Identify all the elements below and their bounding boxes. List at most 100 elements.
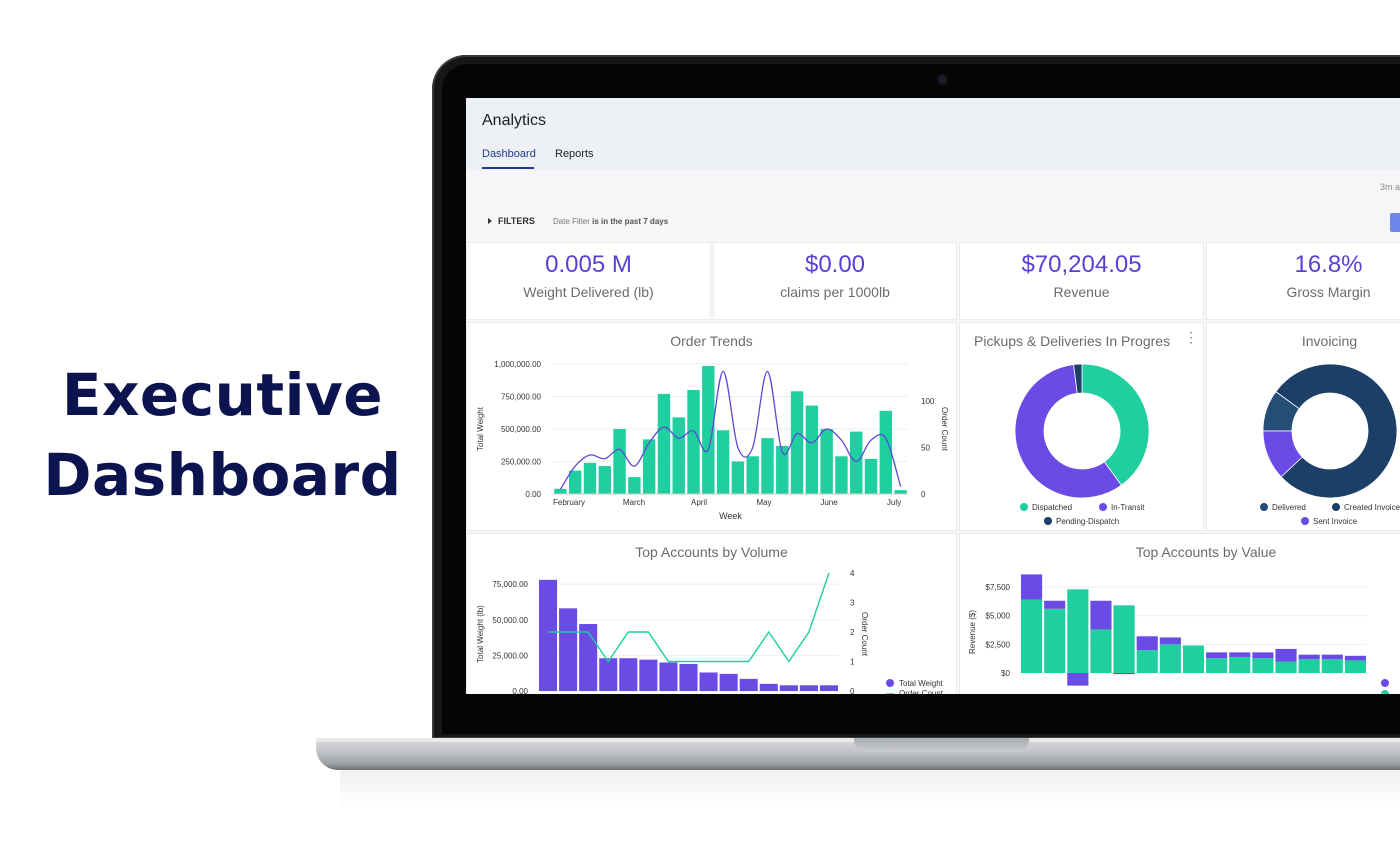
y2-tick-label: 50 xyxy=(921,444,930,453)
value-bar-segment xyxy=(1206,652,1228,659)
app-header: Analytics Dashboard Reports xyxy=(466,98,1400,170)
kpi-value: 0.005 M xyxy=(545,251,632,278)
x-tick-label: February xyxy=(553,498,585,507)
value-bar-segment xyxy=(1275,648,1297,662)
top-volume-card: Top Accounts by Volume 0.00 25,000.00 50,0… xyxy=(466,533,957,694)
run-button[interactable] xyxy=(1390,213,1400,232)
volume-bar xyxy=(779,685,798,691)
legend-swatch xyxy=(886,679,894,687)
y-tick-label: 1,000,000.00 xyxy=(494,360,541,369)
volume-bar xyxy=(559,608,578,691)
y-tick-label: $0 xyxy=(1001,669,1010,678)
app-screen: Analytics Dashboard Reports 3m a FILTERS… xyxy=(466,98,1400,694)
chart-title: Top Accounts by Value xyxy=(1135,544,1277,560)
order-trends-bar xyxy=(879,410,893,494)
order-trends-bar xyxy=(731,461,745,494)
caret-right-icon[interactable] xyxy=(488,218,492,224)
value-bar-segment xyxy=(1298,659,1320,673)
order-trends-bar xyxy=(850,431,863,494)
order-trends-bar xyxy=(776,445,789,494)
order-trends-bar xyxy=(583,462,597,494)
page-title: Analytics xyxy=(482,112,547,129)
x-tick-label: July xyxy=(887,498,901,507)
kpi-card-claims[interactable]: $0.00 claims per 1000lb xyxy=(713,242,957,320)
value-bar-segment xyxy=(1090,629,1112,673)
date-filter-condition: is in the past 7 days xyxy=(592,217,669,226)
legend-swatch xyxy=(1301,517,1309,525)
order-count-line xyxy=(548,572,830,663)
x-tick-label: June xyxy=(820,498,838,507)
invoicing-card: Invoicing Delivered Created Invoice Sent I… xyxy=(1206,322,1400,531)
kpi-value: $0.00 xyxy=(804,251,866,278)
value-bar-segment xyxy=(1321,659,1343,673)
order-trends-bar xyxy=(716,430,730,494)
y2-axis-label: Order Count xyxy=(860,612,869,657)
x-axis-label: Week xyxy=(719,511,742,521)
more-options-icon[interactable]: ⋮ xyxy=(1184,329,1198,345)
volume-bar xyxy=(759,683,778,691)
order-trends-bar xyxy=(761,438,774,494)
order-trends-bar xyxy=(657,393,671,494)
y-tick-label: 500,000.00 xyxy=(501,425,542,434)
order-trends-bar xyxy=(554,488,567,494)
invoicing-slice xyxy=(1262,430,1303,478)
order-trends-bar xyxy=(790,391,804,494)
y-tick-label: 250,000.00 xyxy=(501,458,542,467)
pickups-slice xyxy=(1014,364,1122,499)
y-tick-label: $2,500 xyxy=(986,640,1011,649)
legend-swatch xyxy=(1332,503,1340,511)
top-value-chart: $0 $2,500 $5,000 $7,500 Revenue ($) xyxy=(968,574,1389,694)
volume-bar xyxy=(639,659,658,691)
volume-bar xyxy=(739,678,758,691)
legend-label: Created Invoice xyxy=(1344,503,1400,512)
legend-label: In-Transit xyxy=(1111,503,1145,512)
date-filter-prefix: Date Filter xyxy=(553,217,590,226)
kpi-card-revenue[interactable]: $70,204.05 Revenue xyxy=(959,242,1204,320)
value-bar-segment xyxy=(1044,608,1066,673)
order-trends-bar xyxy=(805,405,819,494)
value-bar-segment xyxy=(1182,645,1205,673)
y-axis-label: Total Weight (lb) xyxy=(476,605,485,663)
order-trends-bar xyxy=(628,477,641,494)
x-tick-label: April xyxy=(691,498,707,507)
volume-bar xyxy=(539,579,558,691)
y-tick-label: 75,000.00 xyxy=(492,580,528,589)
tab-dashboard[interactable]: Dashboard xyxy=(482,148,536,160)
y-tick-label: 25,000.00 xyxy=(492,651,528,660)
legend-swatch xyxy=(1044,517,1052,525)
hero-title-line1: Executive xyxy=(61,361,384,429)
date-filter-summary[interactable]: Date Filter is in the past 7 days xyxy=(553,217,668,226)
order-trends-bar xyxy=(598,466,611,494)
volume-bar xyxy=(679,663,698,691)
hero-title: Executive Dashboard xyxy=(0,355,445,515)
legend-label: Order Count xyxy=(899,689,944,694)
legend-label: Delivered xyxy=(1272,503,1306,512)
y-tick-label: 0.00 xyxy=(512,687,528,694)
value-bar-segment xyxy=(1275,661,1297,673)
value-bar-segment xyxy=(1206,658,1228,673)
kpi-card-weight[interactable]: 0.005 M Weight Delivered (lb) xyxy=(466,242,711,320)
value-bar-segment xyxy=(1136,650,1158,673)
volume-bar xyxy=(579,624,598,691)
filters-toggle[interactable]: FILTERS xyxy=(498,216,535,226)
value-bar-segment xyxy=(1344,655,1366,661)
value-bar-segment xyxy=(1159,637,1181,645)
value-bar-segment xyxy=(1159,644,1181,673)
y2-tick-label: 3 xyxy=(850,599,855,608)
tab-reports[interactable]: Reports xyxy=(555,148,594,160)
order-trends-bar xyxy=(642,439,656,494)
pickups-slice xyxy=(1073,363,1083,394)
legend-swatch xyxy=(1381,679,1389,687)
value-bar-segment xyxy=(1090,600,1112,630)
y2-tick-label: 0 xyxy=(850,687,855,694)
value-bar-segment xyxy=(1252,652,1274,659)
order-trends-card: Order Trends 0.00 250,000.00 500,000.00 750… xyxy=(466,322,957,531)
kpi-card-gross-margin[interactable]: 16.8% Gross Margin xyxy=(1206,242,1400,320)
y-axis-label: Revenue ($) xyxy=(968,610,977,654)
kpi-value: $70,204.05 xyxy=(1021,251,1142,278)
x-tick-label: May xyxy=(756,498,771,507)
volume-bar xyxy=(659,662,678,691)
value-bar-segment xyxy=(1044,600,1066,609)
y2-tick-label: 0 xyxy=(921,490,926,499)
y-tick-label: $7,500 xyxy=(986,583,1011,592)
